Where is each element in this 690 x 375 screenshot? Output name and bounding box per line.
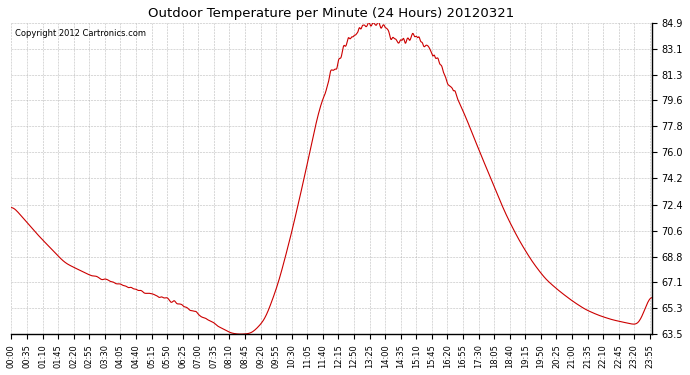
Title: Outdoor Temperature per Minute (24 Hours) 20120321: Outdoor Temperature per Minute (24 Hours… bbox=[148, 7, 515, 20]
Text: Copyright 2012 Cartronics.com: Copyright 2012 Cartronics.com bbox=[14, 29, 146, 38]
